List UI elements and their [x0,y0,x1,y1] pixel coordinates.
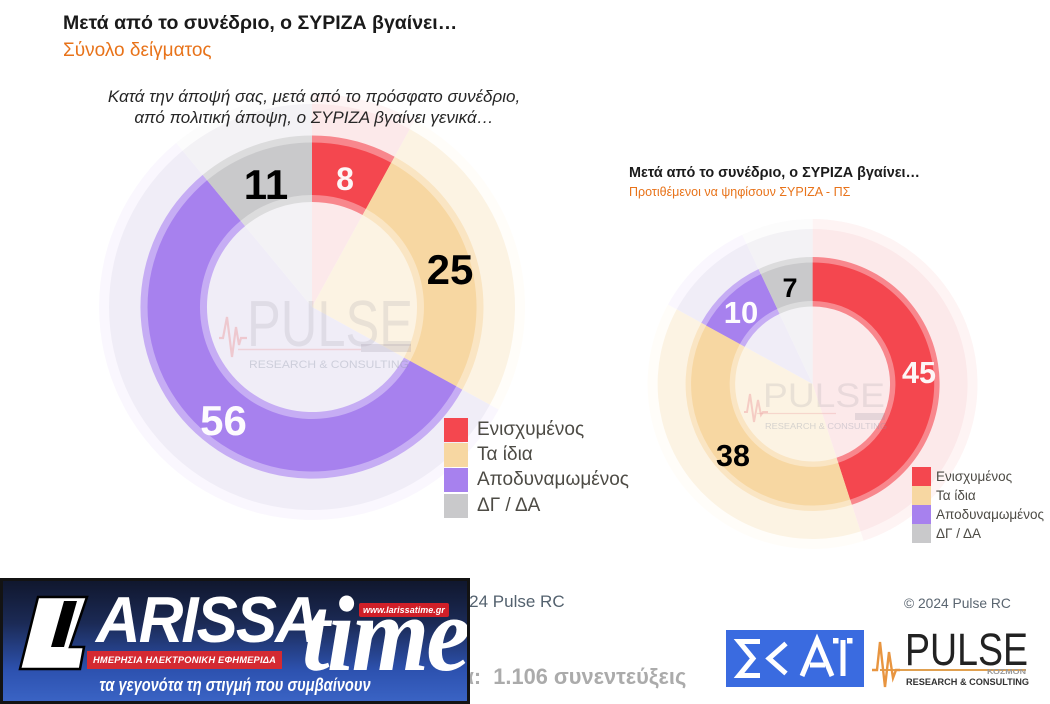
svg-text:11: 11 [244,161,288,208]
svg-text:ΚΟΣΜΟΝ: ΚΟΣΜΟΝ [987,667,1026,676]
svg-text:45: 45 [902,356,936,390]
svg-text:8: 8 [336,161,354,197]
svg-text:PULSE: PULSE [247,295,413,360]
svg-text:RESEARCH & CONSULTING: RESEARCH & CONSULTING [765,421,887,431]
svg-text:38: 38 [716,439,750,473]
svg-text:10: 10 [724,295,758,330]
svg-text:RESEARCH & CONSULTING: RESEARCH & CONSULTING [249,359,409,371]
svg-text:25: 25 [427,246,474,293]
svg-text:PULSE: PULSE [763,377,885,415]
svg-text:RESEARCH & CONSULTING: RESEARCH & CONSULTING [906,677,1029,688]
svg-text:PULSE: PULSE [905,628,1028,675]
svg-text:56: 56 [200,397,247,444]
svg-text:7: 7 [782,273,797,303]
